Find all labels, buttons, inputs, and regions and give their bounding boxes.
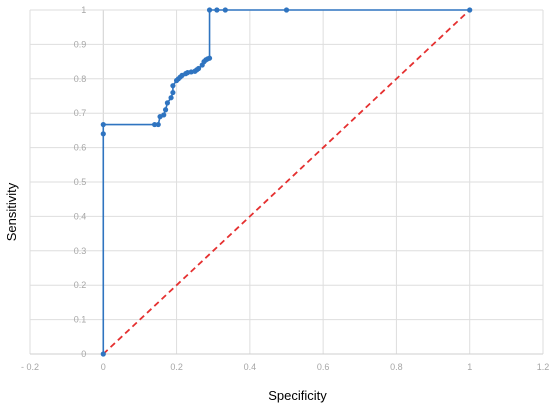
y-tick-label: 0.3 xyxy=(74,246,87,256)
y-tick-label: 1 xyxy=(81,5,86,15)
y-tick-label: 0.4 xyxy=(74,211,87,221)
y-tick-labels: 0 0.1 0.2 0.3 0.4 0.5 0.6 0.7 0.8 0.9 1 xyxy=(74,5,87,359)
y-tick-label: 0.2 xyxy=(74,280,87,290)
y-tick-label: 0.5 xyxy=(74,177,87,187)
x-tick-labels: - 0.2 0 0.2 0.4 0.6 0.8 1 1.2 xyxy=(21,362,549,372)
roc-point xyxy=(206,7,213,13)
y-tick-label: 0 xyxy=(81,349,86,359)
y-tick-label: 0.8 xyxy=(74,74,87,84)
x-tick-label: 0.2 xyxy=(170,362,183,372)
roc-point xyxy=(206,55,213,61)
roc-point xyxy=(214,7,220,13)
y-tick-label: 0.6 xyxy=(74,143,87,153)
roc-point xyxy=(100,121,106,128)
roc-point xyxy=(168,95,174,101)
roc-point xyxy=(195,65,202,72)
x-axis-title: Specificity xyxy=(268,388,327,403)
roc-point xyxy=(162,107,169,113)
roc-point xyxy=(161,112,167,118)
y-tick-label: 0.9 xyxy=(74,39,87,49)
roc-point xyxy=(467,7,473,13)
x-tick-label: 1.2 xyxy=(537,362,550,372)
roc-point xyxy=(222,7,228,13)
x-tick-label: 1 xyxy=(467,362,472,372)
roc-point xyxy=(155,121,161,128)
reference-diagonal-line xyxy=(102,9,471,355)
roc-point xyxy=(151,121,158,128)
y-axis-title: Sensitivity xyxy=(4,182,19,241)
y-tick-label: 0.7 xyxy=(74,108,87,118)
roc-point xyxy=(170,89,176,96)
roc-point xyxy=(100,131,106,137)
reference-line-layer xyxy=(102,9,471,355)
x-tick-label: 0.8 xyxy=(390,362,403,372)
x-tick-label: 0.6 xyxy=(317,362,330,372)
roc-point xyxy=(100,351,106,357)
x-tick-label: 0 xyxy=(101,362,106,372)
x-tick-label: - 0.2 xyxy=(21,362,39,372)
roc-curve-layer xyxy=(100,7,473,357)
roc-point xyxy=(283,7,290,13)
roc-point xyxy=(164,100,171,106)
roc-point xyxy=(170,83,176,89)
y-tick-label: 0.1 xyxy=(74,315,87,325)
x-tick-label: 0.4 xyxy=(244,362,257,372)
